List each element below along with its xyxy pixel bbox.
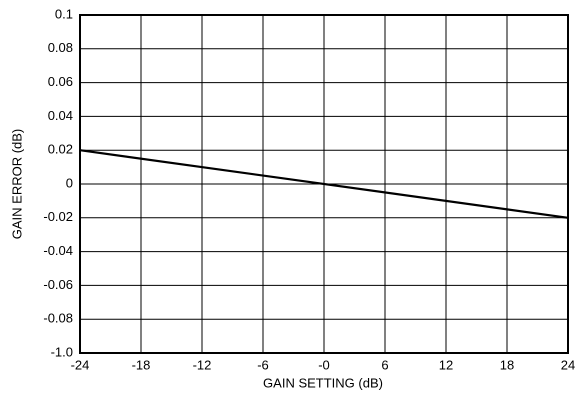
y-tick-label: -0.06 <box>43 277 73 292</box>
x-tick-label: -18 <box>132 357 151 372</box>
x-tick-label: 24 <box>561 357 575 372</box>
y-tick-label: -1.0 <box>51 344 73 359</box>
x-tick-label: 6 <box>381 357 388 372</box>
y-tick-label: -0.04 <box>43 243 73 258</box>
x-tick-label: 12 <box>439 357 453 372</box>
x-tick-label: -0 <box>318 357 330 372</box>
x-tick-label: -6 <box>257 357 269 372</box>
y-tick-label: 0.08 <box>48 40 73 55</box>
y-tick-label: -0.02 <box>43 209 73 224</box>
x-tick-label: -24 <box>71 357 90 372</box>
plot-frame <box>79 14 569 354</box>
y-tick-label: 0.06 <box>48 74 73 89</box>
y-axis-label: GAIN ERROR (dB) <box>9 129 24 240</box>
y-tick-label: 0.1 <box>55 6 73 21</box>
x-tick-label: -12 <box>193 357 212 372</box>
y-tick-label: 0 <box>66 175 73 190</box>
x-tick-label: 18 <box>500 357 514 372</box>
data-line <box>79 149 569 219</box>
x-axis-label: GAIN SETTING (dB) <box>263 375 383 390</box>
y-tick-label: -0.08 <box>43 311 73 326</box>
y-tick-label: 0.04 <box>48 108 73 123</box>
y-tick-label: 0.02 <box>48 142 73 157</box>
